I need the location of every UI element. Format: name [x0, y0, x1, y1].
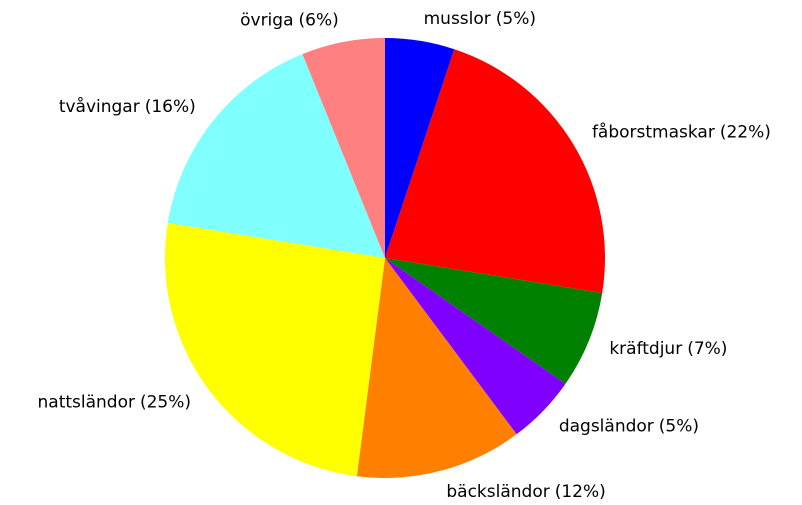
pie-slice: [302, 38, 385, 258]
slice-name: dagsländor: [559, 416, 654, 436]
pie-slice: [385, 258, 566, 435]
slice-label: kräftdjur (7%): [609, 339, 727, 359]
slice-name: nattsländor: [38, 393, 135, 413]
slice-value: (22%): [720, 123, 771, 143]
slice-value: (7%): [687, 339, 727, 359]
slice-value: (6%): [299, 10, 339, 30]
slice-label: musslor (5%): [424, 9, 536, 29]
slice-value: (5%): [496, 9, 536, 29]
slice-name: övriga: [240, 10, 293, 30]
pie-slice: [385, 49, 605, 294]
pie-slice: [356, 258, 517, 478]
slice-label: dagsländor (5%): [559, 416, 699, 436]
slice-name: tvåvingar: [59, 96, 140, 117]
pie-slice: [167, 54, 385, 259]
pie-slice: [165, 222, 385, 477]
slice-value: (16%): [145, 97, 196, 117]
slice-label: tvåvingar (16%): [59, 96, 196, 117]
slice-value: (12%): [555, 482, 606, 501]
slice-label: bäcksländor (12%): [446, 482, 605, 501]
slice-name: musslor: [424, 9, 491, 29]
slice-name: bäcksländor: [446, 482, 549, 501]
slice-name: fåborstmaskar: [592, 122, 715, 143]
pie-slice: [385, 38, 455, 258]
slice-label: nattsländor (25%): [38, 393, 192, 413]
slice-label: övriga (6%): [240, 10, 339, 30]
slice-value: (25%): [140, 393, 191, 413]
slice-value: (5%): [659, 416, 699, 436]
slice-name: kräftdjur: [609, 339, 682, 359]
slice-label: fåborstmaskar (22%): [592, 122, 771, 143]
pie-slice: [385, 258, 603, 384]
